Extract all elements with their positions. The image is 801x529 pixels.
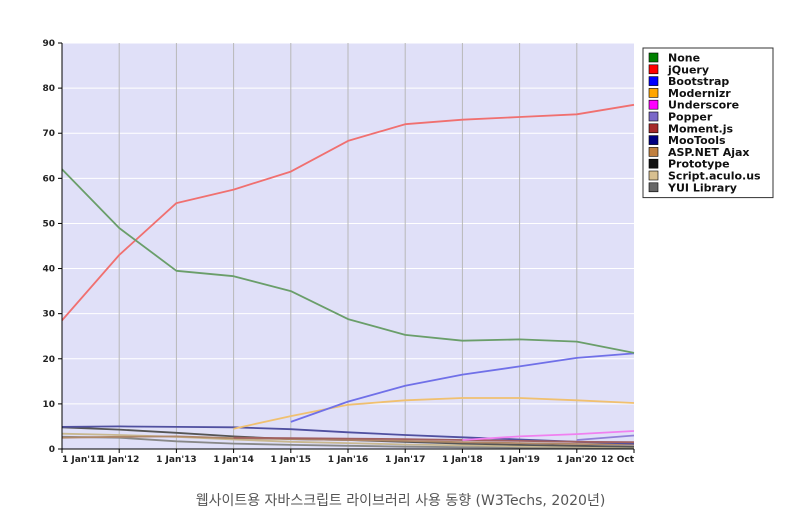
x-tick-label: 1 Jan'18: [442, 455, 483, 465]
legend-label: MooTools: [668, 134, 726, 147]
series-line-yui-library: [61, 435, 635, 449]
legend-label: jQuery: [667, 63, 709, 76]
series-line-modernizr: [233, 397, 635, 430]
y-tick-label: 20: [42, 355, 55, 365]
y-tick-label: 80: [42, 84, 55, 94]
legend-swatch: [648, 123, 659, 134]
legend-swatch: [648, 170, 659, 181]
x-tick-label: 1 Jan'15: [271, 455, 312, 465]
series-line-moment-js: [233, 436, 635, 444]
series-line-bootstrap: [290, 352, 635, 423]
legend-label: ASP.NET Ajax: [668, 146, 750, 159]
series-line-asp-net-ajax: [61, 435, 635, 446]
legend-swatch: [648, 111, 659, 122]
legend-label: Moment.js: [668, 122, 733, 135]
legend-label: Bootstrap: [668, 75, 729, 88]
legend-label: Script.aculo.us: [668, 170, 761, 183]
legend: NonejQueryBootstrapModernizrUnderscorePo…: [642, 47, 774, 199]
legend-swatch: [648, 52, 659, 63]
grid-lines: [62, 42, 634, 449]
series-line-underscore: [462, 430, 635, 441]
library-usage-chart: 1 Jan'111 Jan'12 1 Jan'13 1 Jan'14 1 Jan'15…: [42, 39, 774, 465]
legend-swatch: [648, 158, 659, 169]
x-tick-label: 12 Oct: [601, 455, 635, 465]
series-line-none: [61, 168, 635, 354]
legend-swatch: [648, 64, 659, 75]
legend-label: Underscore: [668, 99, 739, 112]
y-tick-label: 30: [42, 310, 55, 320]
y-tick-label: 60: [42, 174, 55, 184]
x-tick-label: 1 Jan'19: [499, 455, 540, 465]
legend-label: Popper: [668, 111, 713, 124]
x-tick-label: 1 Jan'17: [385, 455, 426, 465]
series-line-mootools: [61, 425, 635, 445]
x-tick-label: 1 Jan'12: [99, 455, 140, 465]
legend-label: Prototype: [668, 158, 730, 171]
series-line-jquery: [61, 103, 635, 321]
y-tick-label: 10: [42, 400, 55, 410]
legend-swatch: [648, 182, 659, 193]
legend-swatch: [648, 88, 659, 98]
x-tick-label: 1 Jan'20: [557, 455, 598, 465]
x-tick-label: 1 Jan'13: [156, 455, 197, 465]
x-tick-label: 1 Jan'11: [62, 455, 103, 465]
legend-swatch: [648, 147, 659, 157]
legend-box: [642, 47, 774, 199]
legend-swatch: [648, 135, 659, 145]
series-line-popper: [576, 434, 635, 441]
chart-caption: 웹사이트용 자바스크립트 라이브러리 사용 동향 (W3Techs, 2020년…: [195, 493, 606, 509]
y-tick-label: 70: [42, 129, 55, 139]
legend-swatch: [648, 76, 659, 86]
axis-lines: [61, 43, 634, 450]
x-tick-label: 1 Jan'14: [213, 455, 254, 465]
y-tick-label: 50: [42, 219, 55, 229]
legend-label: None: [668, 52, 700, 65]
y-tick-label: 0: [49, 445, 55, 455]
legend-label: YUI Library: [667, 181, 737, 194]
legend-swatch: [648, 99, 659, 110]
y-tick-label: 40: [42, 265, 55, 275]
y-tick-label: 90: [42, 39, 55, 49]
x-axis: 1 Jan'111 Jan'12 1 Jan'13 1 Jan'14 1 Jan'15…: [61, 449, 635, 465]
x-tick-label: 1 Jan'16: [328, 455, 369, 465]
y-axis: 0 10 20 30 40 50 60 70 80 90: [42, 39, 62, 455]
series-lines: [61, 103, 635, 449]
legend-label: Modernizr: [668, 87, 731, 100]
